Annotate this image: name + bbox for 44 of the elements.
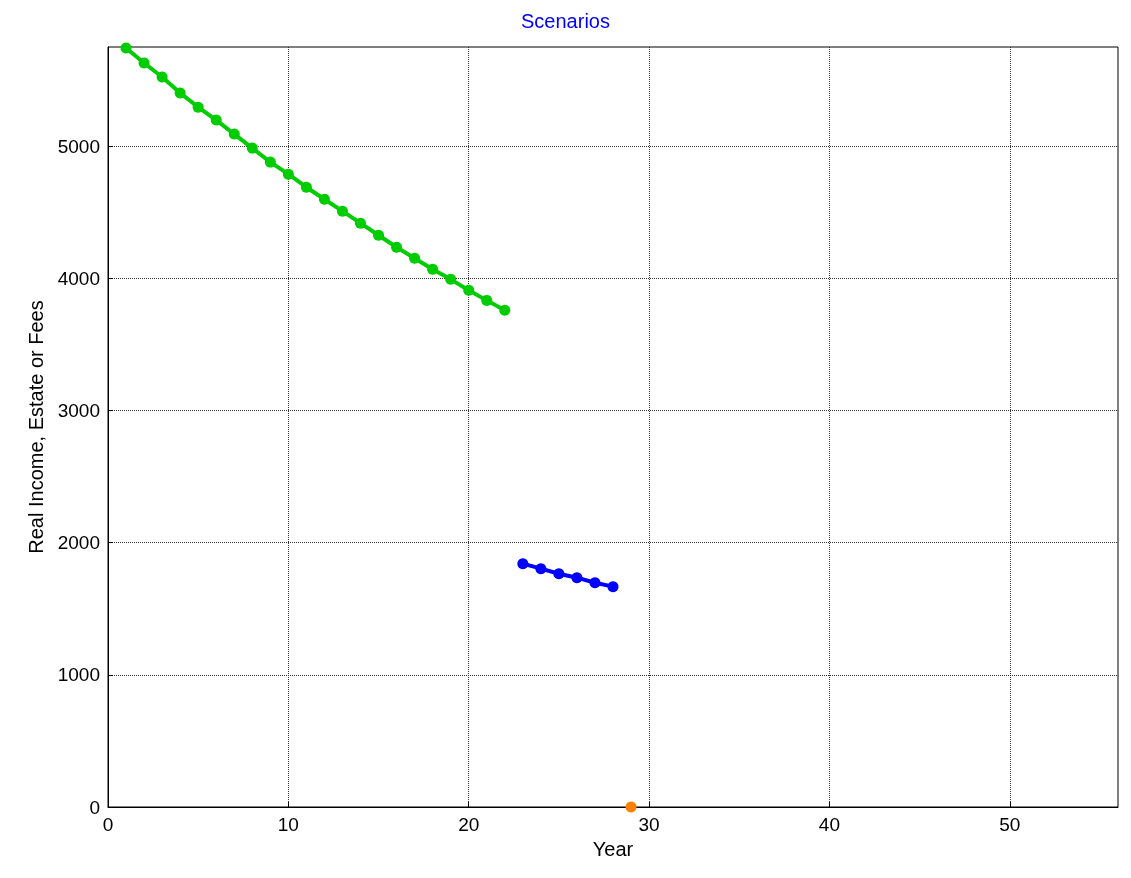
- y-axis-title: Real Income, Estate or Fees: [25, 300, 47, 554]
- point: [517, 558, 529, 570]
- point: [318, 193, 330, 205]
- point: [192, 101, 204, 113]
- x-tick-label: 10: [277, 814, 299, 835]
- point: [336, 205, 348, 217]
- point: [355, 217, 366, 229]
- point: [174, 87, 186, 99]
- point: [210, 114, 222, 126]
- chart-title: Scenarios: [521, 10, 610, 32]
- y-tick-label: 2000: [57, 532, 100, 554]
- point: [138, 57, 150, 69]
- x-tick-label: 20: [458, 814, 480, 835]
- y-tick-label: 0: [89, 796, 100, 818]
- point: [373, 229, 385, 241]
- x-tick-label: 0: [102, 814, 114, 835]
- point: [535, 563, 547, 575]
- point: [409, 252, 421, 264]
- point: [120, 42, 132, 54]
- point: [282, 168, 294, 180]
- point: [463, 284, 475, 296]
- y-tick-label: 4000: [57, 267, 100, 289]
- point: [391, 241, 403, 253]
- point: [607, 581, 619, 593]
- point: [228, 128, 240, 140]
- point: [264, 156, 276, 168]
- point: [300, 181, 312, 193]
- x-tick-label: 50: [999, 814, 1021, 835]
- point: [499, 304, 511, 316]
- x-tick-label: 40: [818, 814, 840, 835]
- x-tick-label: 30: [638, 814, 660, 835]
- point: [589, 577, 601, 589]
- point: [625, 801, 637, 813]
- point: [481, 294, 493, 306]
- y-tick-label: 1000: [57, 664, 100, 686]
- point: [571, 572, 583, 584]
- point: [445, 273, 457, 285]
- point: [553, 568, 565, 580]
- point: [427, 263, 439, 275]
- point: [246, 142, 258, 154]
- y-tick-label: 5000: [57, 135, 100, 157]
- point: [156, 71, 168, 83]
- x-axis-title: Year: [592, 838, 634, 860]
- y-tick-label: 3000: [57, 399, 100, 421]
